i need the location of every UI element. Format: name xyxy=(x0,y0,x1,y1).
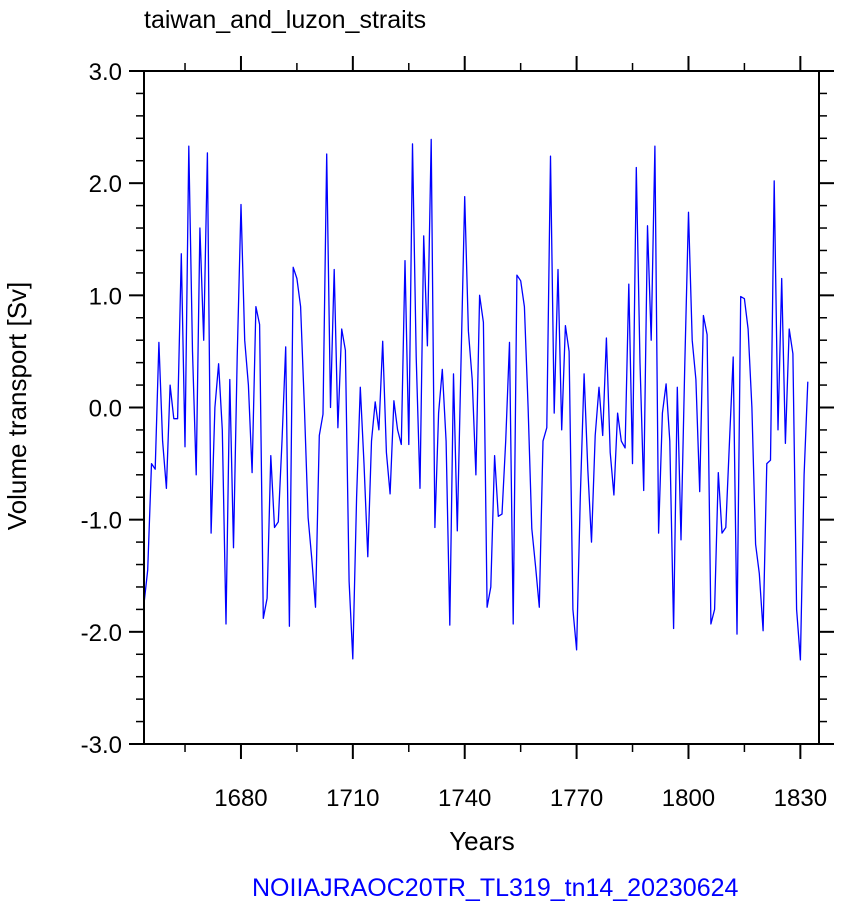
series-group xyxy=(143,138,809,661)
y-tick-label: -2.0 xyxy=(81,620,122,647)
y-axis: -3.0 -2.0 -1.0 0.0 1.0 2.0 3.0 xyxy=(81,59,834,759)
plot-frame xyxy=(143,70,820,745)
x-tick-label: 1800 xyxy=(662,785,715,812)
x-tick-label: 1710 xyxy=(326,785,379,812)
y-tick-label: 3.0 xyxy=(89,59,122,86)
y-tick-label: -1.0 xyxy=(81,508,122,535)
series-line-0 xyxy=(143,138,809,661)
y-axis-label: Volume transport [Sv] xyxy=(2,282,32,531)
plot-area: -3.0 -2.0 -1.0 0.0 1.0 2.0 3.0 1680 1710 1740 177… xyxy=(81,56,834,812)
footer-label: NOIIAJRAOC20TR_TL319_tn14_20230624 xyxy=(252,874,739,902)
x-tick-label: 1740 xyxy=(438,785,491,812)
x-axis: 1680 1710 1740 1770 1800 1830 xyxy=(184,56,827,812)
x-tick-label: 1680 xyxy=(214,785,267,812)
x-tick-label: 1770 xyxy=(550,785,603,812)
x-tick-label: 1830 xyxy=(774,785,827,812)
y-tick-label: 0.0 xyxy=(89,396,122,423)
x-axis-label: Years xyxy=(449,826,515,856)
y-tick-label: 2.0 xyxy=(89,171,122,198)
chart-title: taiwan_and_luzon_straits xyxy=(144,6,426,34)
y-tick-label: -3.0 xyxy=(81,732,122,759)
y-tick-label: 1.0 xyxy=(89,283,122,310)
